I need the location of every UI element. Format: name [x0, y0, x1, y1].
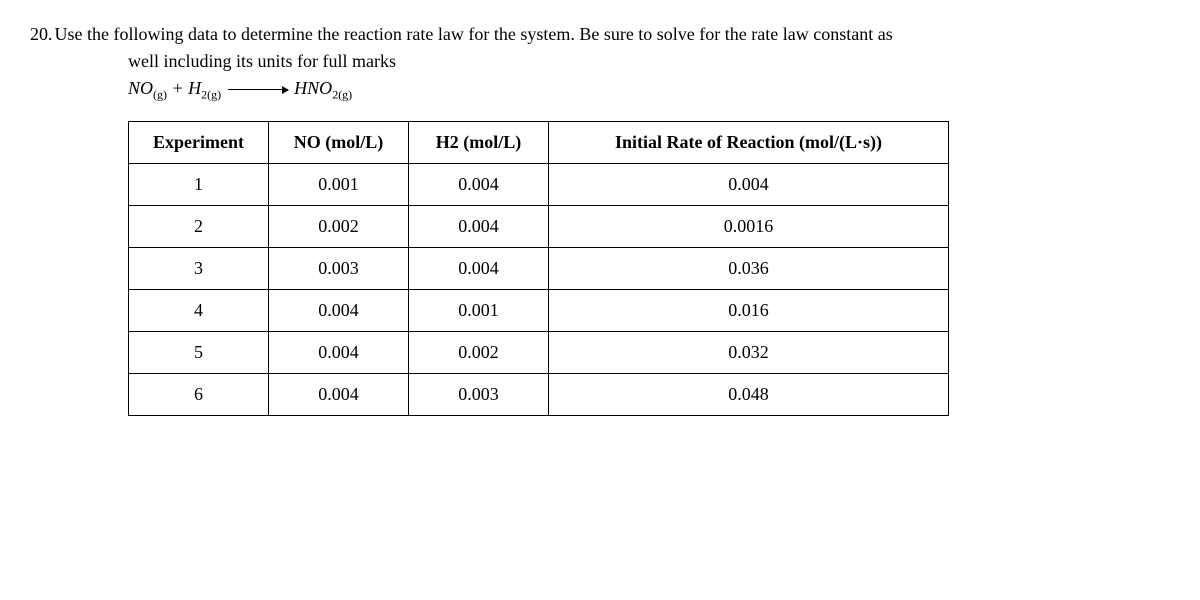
cell-rate: 0.032 — [549, 331, 949, 373]
cell-no: 0.002 — [269, 205, 409, 247]
arrow-icon — [228, 89, 288, 90]
cell-rate: 0.016 — [549, 289, 949, 331]
cell-rate: 0.048 — [549, 373, 949, 415]
cell-h2: 0.002 — [409, 331, 549, 373]
cell-exp: 1 — [129, 163, 269, 205]
question-text-line1: Use the following data to determine the … — [55, 24, 1171, 45]
table-row: 6 0.004 0.003 0.048 — [129, 373, 949, 415]
cell-no: 0.004 — [269, 373, 409, 415]
cell-exp: 6 — [129, 373, 269, 415]
cell-rate: 0.0016 — [549, 205, 949, 247]
eqn-rhs-sub: 2(g) — [332, 88, 352, 102]
cell-exp: 4 — [129, 289, 269, 331]
col-header-rate: Initial Rate of Reaction (mol/(L·s)) — [549, 121, 949, 163]
col-header-no: NO (mol/L) — [269, 121, 409, 163]
col-header-h2: H2 (mol/L) — [409, 121, 549, 163]
eqn-lhs1-sub: (g) — [153, 88, 167, 102]
cell-no: 0.004 — [269, 289, 409, 331]
cell-exp: 5 — [129, 331, 269, 373]
cell-h2: 0.001 — [409, 289, 549, 331]
eqn-plus: + — [167, 78, 188, 98]
cell-h2: 0.004 — [409, 205, 549, 247]
question-number: 20. — [30, 24, 53, 45]
cell-h2: 0.004 — [409, 247, 549, 289]
question-text-line2: well including its units for full marks — [128, 51, 1170, 72]
eqn-lhs2-sub: 2(g) — [201, 88, 221, 102]
data-table: Experiment NO (mol/L) H2 (mol/L) Initial… — [128, 121, 949, 416]
eqn-lhs2: H — [188, 78, 201, 98]
table-header-row: Experiment NO (mol/L) H2 (mol/L) Initial… — [129, 121, 949, 163]
cell-exp: 3 — [129, 247, 269, 289]
col-header-experiment: Experiment — [129, 121, 269, 163]
eqn-lhs1: NO — [128, 78, 153, 98]
table-row: 1 0.001 0.004 0.004 — [129, 163, 949, 205]
table-row: 2 0.002 0.004 0.0016 — [129, 205, 949, 247]
cell-no: 0.001 — [269, 163, 409, 205]
eqn-rhs: HNO — [294, 78, 332, 98]
question-block: 20. Use the following data to determine … — [30, 24, 1170, 45]
cell-no: 0.004 — [269, 331, 409, 373]
cell-no: 0.003 — [269, 247, 409, 289]
reaction-equation: NO(g) + H2(g) HNO2(g) — [128, 78, 1170, 103]
cell-exp: 2 — [129, 205, 269, 247]
table-row: 4 0.004 0.001 0.016 — [129, 289, 949, 331]
cell-rate: 0.004 — [549, 163, 949, 205]
cell-rate: 0.036 — [549, 247, 949, 289]
cell-h2: 0.003 — [409, 373, 549, 415]
table-row: 5 0.004 0.002 0.032 — [129, 331, 949, 373]
cell-h2: 0.004 — [409, 163, 549, 205]
table-row: 3 0.003 0.004 0.036 — [129, 247, 949, 289]
